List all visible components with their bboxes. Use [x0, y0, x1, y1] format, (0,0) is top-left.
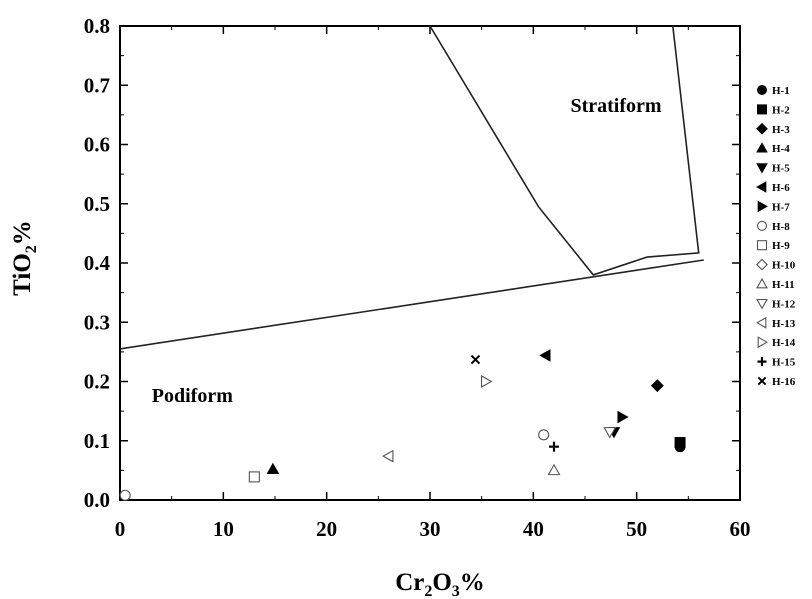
y-tick-label: 0.1	[84, 429, 110, 453]
legend-label: H-10	[772, 260, 796, 272]
legend-marker-h-4	[756, 142, 768, 153]
legend-label: H-13	[772, 318, 796, 330]
legend-label: H-12	[772, 298, 796, 310]
legend-item-h-14: H-14	[757, 336, 796, 349]
point-h-13	[382, 449, 394, 463]
legend-item-h-9: H-9	[756, 240, 790, 252]
x-tick-label: 10	[213, 517, 234, 541]
legend-marker-h-3	[756, 122, 768, 135]
data-points	[119, 349, 686, 501]
legend-marker-h-7	[757, 200, 768, 213]
point-h-12	[603, 427, 617, 439]
y-tick-label: 0.7	[84, 73, 110, 97]
y-tick-label: 0.3	[84, 310, 110, 334]
point-h-15	[549, 441, 559, 452]
legend-label: H-1	[772, 85, 790, 97]
region-label-stratiform: Stratiform	[570, 95, 661, 117]
point-h-9	[248, 471, 260, 483]
x-tick-label: 50	[626, 517, 647, 541]
y-tick-label: 0.6	[84, 133, 110, 157]
legend-marker-h-15	[757, 357, 767, 367]
legend-item-h-10: H-10	[756, 258, 796, 272]
legend-item-h-1: H-1	[757, 85, 790, 97]
legend-marker-h-10	[756, 258, 768, 271]
legend-label: H-6	[772, 182, 790, 194]
x-tick-label: 30	[420, 517, 441, 541]
point-h-3	[650, 379, 664, 393]
legend-item-h-3: H-3	[756, 122, 790, 136]
legend-item-h-2: H-2	[757, 104, 790, 116]
boundary-lines	[119, 25, 704, 350]
point-h-8	[538, 429, 550, 441]
point-h-11	[547, 463, 561, 476]
y-tick-label: 0.4	[84, 251, 111, 275]
point-h-6	[539, 349, 551, 362]
legend-marker-h-16	[757, 376, 767, 386]
legend-item-h-16: H-16	[757, 376, 796, 388]
point-h-4	[266, 462, 280, 474]
legend-marker-h-12	[756, 299, 768, 310]
legend-label: H-15	[772, 357, 796, 369]
legend-item-h-15: H-15	[757, 357, 796, 369]
legend-item-h-11: H-11	[756, 277, 795, 291]
y-axis-ticks: 0.0 0.1 0.2 0.3 0.4 0.5 0.6 0.7 0.8	[84, 14, 740, 512]
x-axis-title: Cr2O3%	[395, 569, 485, 599]
legend-marker-h-8	[756, 220, 768, 231]
legend-label: H-4	[772, 143, 790, 155]
point-h-8	[119, 489, 131, 501]
legend-item-h-5: H-5	[756, 163, 790, 175]
legend-label: H-8	[772, 221, 790, 233]
y-tick-label: 0.8	[84, 14, 110, 38]
legend-item-h-12: H-12	[756, 298, 796, 310]
point-h-14	[480, 375, 493, 388]
point-h-7	[617, 410, 629, 424]
y-tick-label: 0.2	[84, 370, 110, 394]
legend-label: H-14	[772, 337, 796, 349]
x-axis-ticks: 0 10 20 30 40 50 60	[115, 26, 751, 541]
legend-item-h-6: H-6	[756, 181, 790, 194]
x-tick-label: 40	[523, 517, 544, 541]
x-tick-label: 20	[316, 517, 337, 541]
legend-item-h-13: H-13	[755, 316, 796, 330]
legend-marker-h-5	[756, 163, 768, 174]
legend-label: H-3	[772, 124, 790, 136]
podiform-boundary	[119, 259, 704, 350]
region-label-podiform: Podiform	[152, 385, 233, 407]
region-labels: Stratiform Podiform	[152, 95, 662, 407]
legend-label: H-7	[772, 201, 790, 213]
legend-marker-h-11	[756, 277, 768, 289]
x-tick-label: 60	[730, 517, 751, 541]
legend-label: H-11	[772, 279, 795, 291]
point-h-2	[674, 437, 686, 449]
legend-label: H-2	[772, 104, 790, 116]
x-tick-label: 0	[115, 517, 126, 541]
legend-marker-h-2	[757, 104, 767, 115]
legend-marker-h-1	[757, 85, 767, 95]
legend-marker-h-6	[756, 181, 767, 193]
y-tick-label: 0.5	[84, 192, 110, 216]
legend-item-h-4: H-4	[756, 142, 790, 155]
legend-item-h-7: H-7	[757, 200, 790, 213]
legend: H-1 H-2 H-3 H-4 H-5 H-6 H-7 H-8 H-9 H-10 H-11 H-12 H…	[755, 85, 796, 388]
legend-item-h-8: H-8	[756, 220, 790, 233]
legend-marker-h-9	[756, 240, 768, 251]
y-tick-label: 0.0	[84, 488, 110, 512]
legend-label: H-16	[772, 376, 796, 388]
point-h-16	[470, 354, 481, 365]
legend-marker-h-13	[755, 316, 767, 329]
stratiform-boundary	[429, 25, 700, 276]
legend-label: H-5	[772, 163, 790, 175]
legend-marker-h-14	[757, 336, 769, 349]
y-axis-title: TiO2%	[9, 220, 40, 296]
legend-label: H-9	[772, 240, 790, 252]
